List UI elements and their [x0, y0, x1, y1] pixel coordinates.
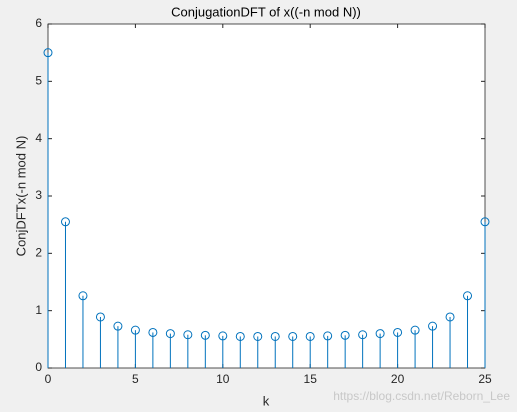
chart-title: ConjugationDFT of x((-n mod N)) [171, 4, 361, 19]
stem-marker [375, 329, 385, 339]
stem-marker [165, 329, 175, 339]
x-tick-label: 10 [216, 372, 230, 386]
stem-marker [445, 312, 455, 322]
y-tick-label: 6 [35, 16, 42, 30]
stem-marker [428, 321, 438, 331]
stem-marker [235, 331, 245, 341]
stem-marker [463, 291, 473, 301]
x-tick-label: 5 [132, 372, 139, 386]
stem-marker [200, 330, 210, 340]
stem-marker [253, 331, 263, 341]
stem-marker [60, 217, 70, 227]
y-axis-label: ConjDFTx(-n mod N) [13, 136, 28, 257]
x-tick-label: 15 [304, 372, 318, 386]
stem-marker [218, 331, 228, 341]
y-tick-label: 5 [35, 74, 42, 88]
y-tick-label: 1 [35, 303, 42, 317]
stem-marker [183, 330, 193, 340]
stem-marker [43, 48, 53, 58]
stem-marker [393, 327, 403, 337]
x-tick-label: 0 [45, 372, 52, 386]
y-tick-label: 0 [35, 360, 42, 374]
stem-marker [410, 325, 420, 335]
stem-marker [288, 331, 298, 341]
y-tick-label: 3 [35, 188, 42, 202]
watermark: https://blog.csdn.net/Reborn_Lee [333, 389, 510, 403]
stem-marker [148, 327, 158, 337]
stem-marker [340, 330, 350, 340]
stem-marker [480, 217, 490, 227]
stem-marker [323, 331, 333, 341]
stem-marker [113, 321, 123, 331]
x-axis-label: k [263, 393, 270, 408]
stem-marker [95, 312, 105, 322]
y-tick-label: 4 [35, 131, 42, 145]
stem-marker [270, 331, 280, 341]
stem-marker [78, 291, 88, 301]
y-tick-label: 2 [35, 246, 42, 260]
stem-marker [305, 331, 315, 341]
x-tick-label: 25 [478, 372, 492, 386]
stem-marker [358, 330, 368, 340]
plot-area [48, 24, 485, 368]
stem-marker [130, 325, 140, 335]
x-tick-label: 20 [391, 372, 405, 386]
